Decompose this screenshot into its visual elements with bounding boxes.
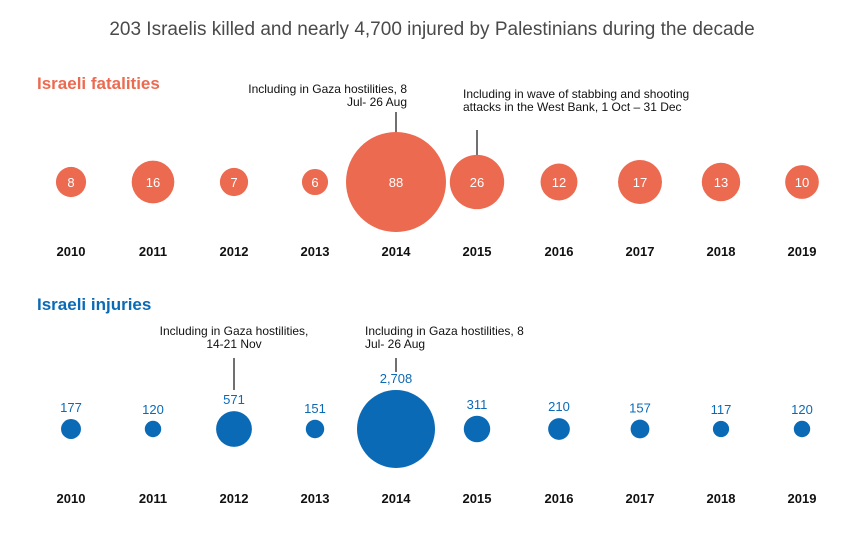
injuries-value-label-2018: 117	[711, 402, 732, 417]
fatalities-year-label-2016: 2016	[545, 244, 574, 259]
injuries-year-label-2010: 2010	[57, 491, 86, 506]
injuries-value-label-2019: 120	[791, 402, 813, 417]
fatalities-value-label-2017: 17	[633, 175, 647, 190]
fatalities-value-label-2015: 26	[470, 175, 484, 190]
injuries-year-label-2016: 2016	[545, 491, 574, 506]
fatalities-value-label-2010: 8	[67, 175, 74, 190]
fatalities-year-label-2013: 2013	[301, 244, 330, 259]
injuries-value-label-2015: 311	[467, 397, 488, 412]
injuries-bubble-2010	[61, 419, 81, 439]
fatalities-bubble-2010	[55, 166, 87, 198]
injuries-year-label-2014: 2014	[382, 491, 412, 506]
injuries-bubble-2018	[712, 420, 730, 438]
fatalities-value-label-2011: 16	[146, 175, 160, 190]
injuries-value-label-2010: 177	[60, 400, 82, 415]
injuries-bubble-2013	[305, 419, 325, 439]
fatalities-bubble-2011	[131, 160, 175, 204]
injuries-bubble-2011	[144, 420, 162, 438]
fatalities-bubble-2019	[785, 165, 819, 199]
fatalities-year-label-2015: 2015	[463, 244, 492, 259]
fatalities-bubble-2012	[219, 167, 249, 197]
fatalities-bubble-2015	[449, 154, 505, 210]
injuries-year-label-2013: 2013	[301, 491, 330, 506]
fatalities-annotation-2015: Including in wave of stabbing and shooti…	[463, 87, 689, 114]
injuries-bubble-2014	[357, 390, 435, 468]
injuries-value-label-2014: 2,708	[380, 371, 413, 386]
injuries-year-label-2012: 2012	[220, 491, 249, 506]
fatalities-year-label-2019: 2019	[788, 244, 817, 259]
injuries-section-title: Israeli injuries	[37, 295, 151, 314]
injuries-annotation-2012: Including in Gaza hostilities, 14-21 Nov	[160, 324, 309, 351]
fatalities-value-label-2014: 88	[389, 175, 403, 190]
injuries-year-label-2018: 2018	[707, 491, 736, 506]
fatalities-year-label-2018: 2018	[707, 244, 736, 259]
injuries-year-label-2019: 2019	[788, 491, 817, 506]
injuries-bubble-2017	[630, 419, 650, 439]
injuries-bubble-2015	[463, 415, 491, 443]
fatalities-year-label-2017: 2017	[626, 244, 655, 259]
fatalities-bubble-2018	[701, 162, 741, 202]
fatalities-value-label-2019: 10	[795, 175, 809, 190]
injuries-bubble-2019	[793, 420, 811, 438]
injuries-section: Israeli injuries Including in Gaza hostil…	[37, 295, 816, 506]
chart-title: 203 Israelis killed and nearly 4,700 inj…	[109, 19, 754, 40]
fatalities-value-label-2016: 12	[552, 175, 566, 190]
injuries-value-label-2012: 571	[223, 392, 245, 407]
injuries-year-label-2017: 2017	[626, 491, 655, 506]
fatalities-year-label-2011: 2011	[139, 244, 167, 259]
fatalities-value-label-2012: 7	[230, 175, 237, 190]
fatalities-bubble-2013	[301, 168, 329, 196]
fatalities-section: Israeli fatalities Including in Gaza host…	[37, 74, 819, 259]
injuries-value-label-2011: 120	[142, 402, 164, 417]
fatalities-value-label-2018: 13	[714, 175, 728, 190]
injuries-bubble-2012	[216, 411, 252, 447]
fatalities-year-label-2012: 2012	[220, 244, 249, 259]
injuries-value-label-2017: 157	[629, 401, 651, 416]
injuries-year-label-2011: 2011	[139, 491, 167, 506]
injuries-year-label-2015: 2015	[463, 491, 492, 506]
fatalities-annotation-2014: Including in Gaza hostilities, 8 Jul- 26 …	[248, 82, 407, 109]
fatalities-bubble-2016	[540, 163, 578, 201]
fatalities-year-label-2014: 2014	[382, 244, 412, 259]
fatalities-value-label-2013: 6	[311, 175, 318, 190]
fatalities-bubble-2017	[618, 160, 662, 204]
injuries-value-label-2013: 151	[304, 401, 326, 416]
fatalities-bubble-2014	[346, 132, 446, 232]
injuries-bubble-2016	[548, 418, 570, 440]
fatalities-section-title: Israeli fatalities	[37, 74, 160, 93]
fatalities-year-label-2010: 2010	[57, 244, 86, 259]
injuries-annotation-2014: Including in Gaza hostilities, 8 Jul- 26 …	[365, 324, 524, 351]
injuries-value-label-2016: 210	[548, 399, 570, 414]
